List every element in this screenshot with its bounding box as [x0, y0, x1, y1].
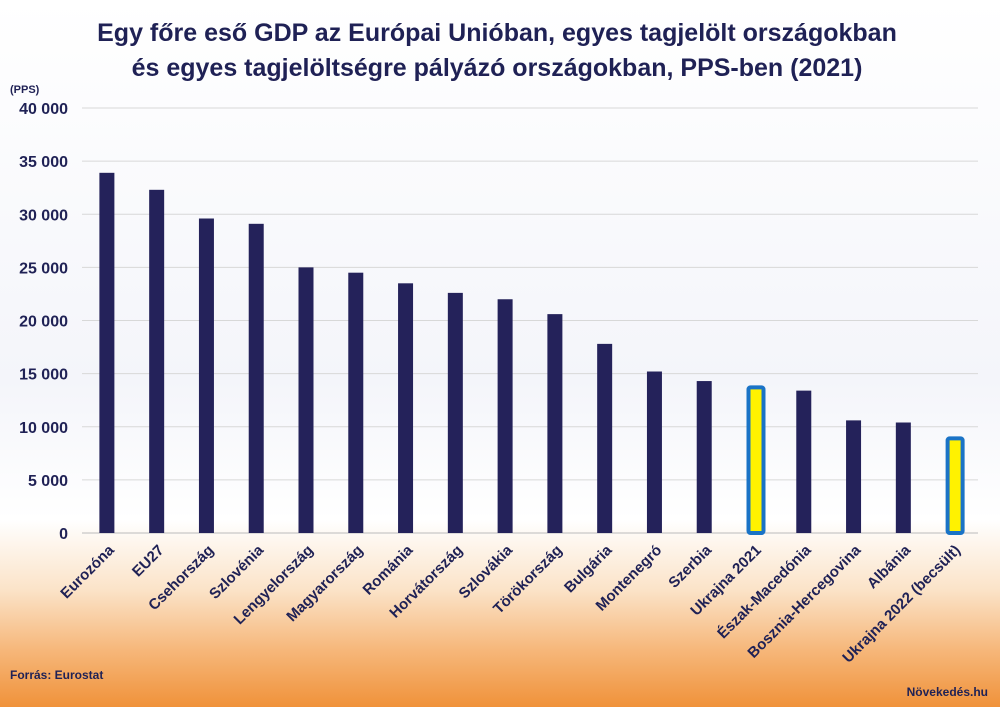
- x-tick-label: Szerbia: [665, 541, 715, 591]
- bar: [99, 172, 115, 533]
- x-tick-label: EU27: [129, 542, 168, 581]
- y-tick-label: 5 000: [28, 473, 68, 490]
- bar: [646, 371, 662, 533]
- y-tick-label: 15 000: [19, 367, 68, 384]
- bar: [696, 381, 712, 533]
- bar: [149, 189, 165, 533]
- brand-label: Növekedés.hu: [906, 685, 988, 699]
- bar: [447, 292, 463, 533]
- x-tick-label: Észak-Macedónia: [714, 541, 815, 642]
- bar: [298, 267, 314, 533]
- bar: [846, 420, 862, 533]
- bar: [746, 385, 766, 535]
- y-tick-label: 10 000: [19, 420, 68, 437]
- bar: [497, 299, 513, 533]
- y-tick-label: 30 000: [19, 207, 68, 224]
- bar: [895, 422, 911, 533]
- y-tick-label: 35 000: [19, 154, 68, 171]
- grid-layer: [82, 107, 978, 534]
- bar: [398, 283, 414, 533]
- bar: [597, 343, 613, 533]
- chart-title-line-1: Egy főre eső GDP az Európai Unióban, egy…: [97, 19, 897, 47]
- category-labels: Eurozóna EU27CsehországSzlovéniaLengyelor…: [57, 541, 964, 666]
- bar: [547, 314, 563, 533]
- y-tick-label: 20 000: [19, 314, 68, 331]
- bar: [248, 223, 264, 533]
- bar: [945, 436, 965, 535]
- bar: [796, 390, 812, 533]
- y-tick-labels: 0 5 000 10 000 15 000 20 000 25 000 30 000 35 0…: [19, 101, 68, 543]
- chart-title-line-2: és egyes tagjelöltségre pályázó országok…: [132, 54, 863, 82]
- y-tick-label: 25 000: [19, 260, 68, 277]
- bar: [348, 272, 364, 533]
- y-tick-label: 0: [59, 526, 68, 543]
- bars: [99, 172, 965, 535]
- source-note: Forrás: Eurostat: [10, 668, 104, 682]
- x-tick-label: Eurozóna: [57, 541, 118, 602]
- y-tick-label: 40 000: [19, 101, 68, 118]
- bar: [198, 218, 214, 533]
- y-axis-unit-label: (PPS): [10, 84, 40, 96]
- x-tick-label: Albánia: [864, 541, 915, 592]
